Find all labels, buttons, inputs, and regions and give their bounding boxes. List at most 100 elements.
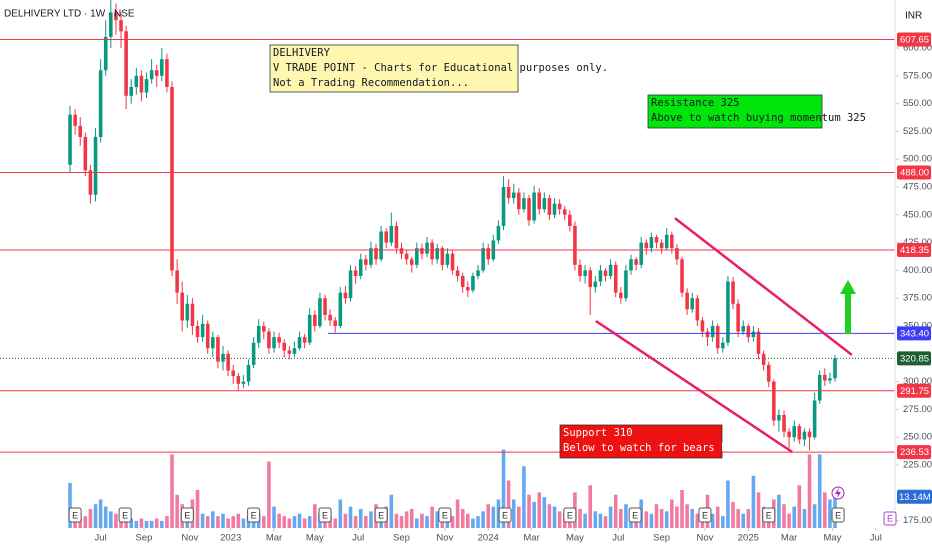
earnings-icon — [180, 507, 194, 523]
candle-body — [236, 376, 241, 384]
candle-body — [649, 237, 654, 249]
volume-label-box — [897, 489, 932, 504]
volume-bar — [358, 509, 363, 528]
volume-bar — [644, 511, 649, 528]
volume-bar — [537, 492, 542, 528]
volume-bar — [532, 501, 536, 528]
y-tick-label: 175.00 — [903, 515, 932, 526]
volume-bar — [165, 516, 169, 528]
volume-bar — [170, 454, 174, 528]
candle-body — [205, 323, 210, 349]
candle-body — [455, 270, 460, 276]
note-text: Not a Trading Recommendation... — [273, 77, 469, 89]
volume-bar — [491, 506, 496, 528]
x-tick-label: Nov — [181, 533, 198, 544]
candle-body — [333, 320, 338, 327]
level-label: 320.85 — [900, 353, 929, 364]
volume-bar — [817, 454, 822, 528]
candle-body — [782, 414, 786, 432]
candle-body — [409, 259, 414, 265]
candle-body — [547, 198, 552, 215]
price-pane — [0, 0, 899, 531]
volume-bar — [144, 520, 149, 528]
volume-bar — [664, 511, 669, 528]
note-text: DELHIVERY — [273, 47, 331, 59]
candle-body — [481, 248, 485, 271]
candle-body — [690, 298, 695, 310]
volume-bar — [236, 513, 241, 528]
candle-body — [664, 234, 669, 249]
volume-bar — [557, 511, 562, 528]
volume-bar — [139, 518, 144, 528]
candle-body — [369, 248, 373, 265]
volume-bar — [129, 518, 134, 528]
volume-bar — [307, 516, 312, 528]
volume-bar — [302, 518, 307, 528]
candle-body — [420, 248, 424, 254]
earnings-label: E — [835, 510, 841, 520]
candle-body — [726, 281, 730, 343]
volume-bar — [695, 513, 700, 528]
candle-body — [644, 242, 649, 249]
candle-body — [435, 248, 440, 260]
volume-bar — [654, 504, 659, 528]
earnings-icon — [374, 507, 388, 523]
y-tick-label: 300.00 — [903, 376, 932, 387]
volume-bar — [476, 516, 480, 528]
volume-bar — [486, 504, 491, 528]
candle-body — [731, 281, 735, 304]
candle-body — [460, 275, 465, 288]
level-label-box — [897, 326, 931, 341]
volume-bar — [542, 497, 547, 528]
volume-bar — [828, 499, 832, 528]
earnings-icon — [628, 507, 642, 523]
y-tick-label: 275.00 — [903, 404, 932, 415]
volume-bar — [522, 466, 526, 528]
candle-body — [267, 331, 271, 349]
volume-bar — [812, 504, 817, 528]
candle-body — [384, 231, 389, 243]
volume-bar — [455, 499, 460, 528]
candle-body — [751, 331, 756, 338]
volume-bar — [598, 513, 603, 528]
candle-body — [139, 75, 144, 93]
earnings-icon — [438, 507, 452, 523]
candle-body — [670, 234, 674, 249]
volume-bar — [675, 506, 679, 528]
volume-bar — [409, 509, 414, 528]
volume-bar — [782, 504, 786, 528]
level-label-box — [897, 383, 931, 398]
candle-body — [705, 331, 710, 338]
volume-bar — [685, 504, 689, 528]
earnings-label: E — [702, 510, 708, 520]
candle-body — [562, 209, 567, 215]
candle-body — [425, 242, 429, 254]
chart-title: DELHIVERY LTD · 1W · NSE — [4, 9, 135, 20]
earnings-label: E — [766, 510, 772, 520]
candle-body — [573, 225, 577, 265]
x-tick-label: May — [306, 533, 324, 544]
volume-bar — [721, 516, 725, 528]
volume-bar — [792, 506, 797, 528]
x-tick-label: Mar — [523, 533, 539, 544]
candle-body — [195, 326, 200, 338]
earnings-label: E — [184, 510, 190, 520]
note-text: V TRADE POINT - Charts for Educational p… — [273, 62, 608, 74]
volume-bar — [731, 501, 735, 528]
candle-body — [348, 270, 353, 299]
x-tick-label: 2025 — [738, 533, 759, 544]
volume-bar — [481, 511, 485, 528]
candle-body — [114, 12, 118, 21]
candle-body — [343, 292, 348, 299]
volume-bar — [608, 506, 613, 528]
candle-body — [736, 303, 740, 332]
candle-body — [659, 242, 664, 249]
volume-bar — [282, 516, 287, 528]
volume-bar — [787, 513, 791, 528]
candle-body — [583, 270, 587, 276]
level-label-box — [897, 32, 931, 47]
volume-bar — [88, 509, 93, 528]
volume-bar — [547, 504, 552, 528]
candle-body — [323, 298, 327, 315]
candle-body — [379, 231, 383, 260]
